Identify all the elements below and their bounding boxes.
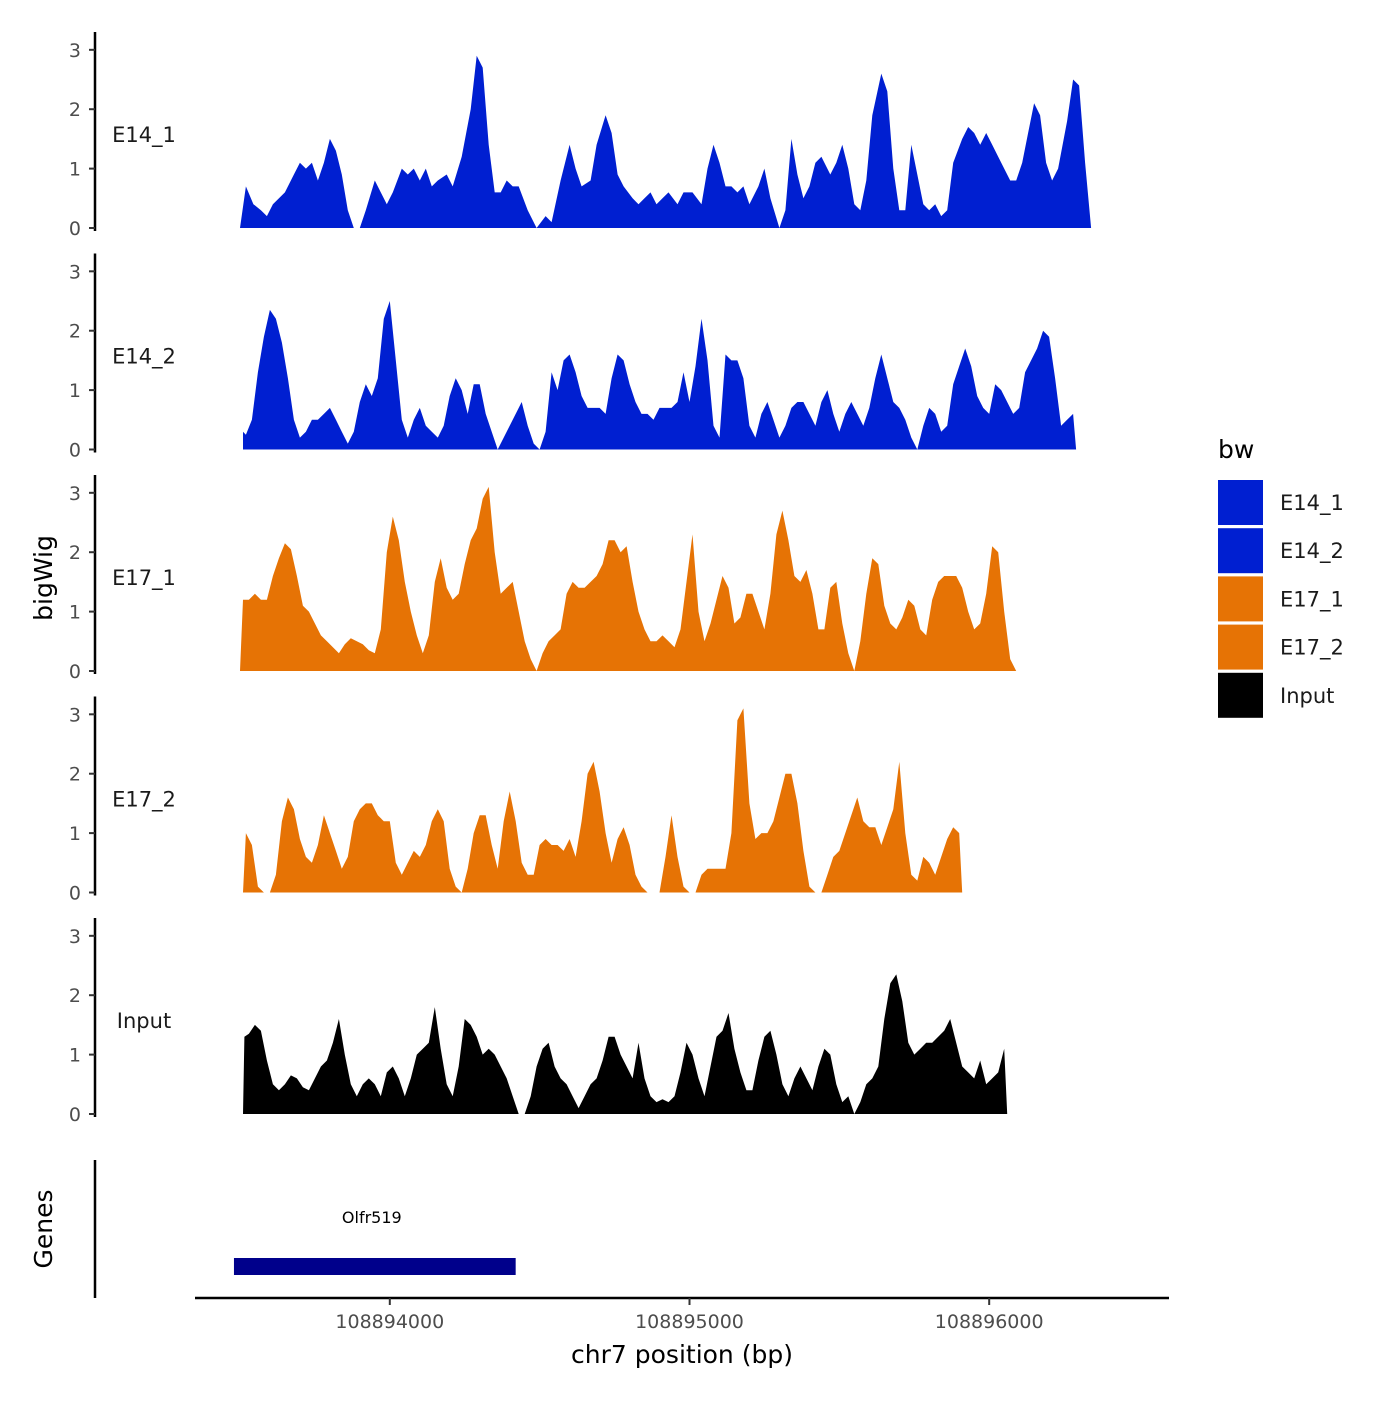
x-axis-title: chr7 position (bp) — [571, 1340, 793, 1369]
legend-swatch-E17_1 — [1218, 576, 1263, 622]
legend-title: bw — [1218, 435, 1254, 464]
legend-label: E17_2 — [1280, 636, 1344, 661]
legend: bw E14_1 E14_2 E17_1 E17_2 Input — [1218, 435, 1344, 718]
track-E17_2: 0 1 2 3 E17_2 — [69, 696, 963, 905]
signal-area-E14_2 — [243, 301, 1077, 450]
y-tick-label: 2 — [69, 985, 81, 1007]
legend-swatch-E14_1 — [1218, 480, 1263, 525]
gene-Olfr519 — [233, 1258, 516, 1275]
legend-label: E14_1 — [1280, 491, 1344, 516]
y-tick-label: 3 — [69, 926, 81, 948]
x-axis: 108894000 108895000 108896000 — [195, 1296, 1169, 1333]
legend-swatch-E17_2 — [1218, 624, 1263, 670]
y-tick-label: 3 — [69, 704, 81, 726]
y-tick-label: 0 — [69, 661, 81, 683]
legend-swatch-E14_2 — [1218, 528, 1263, 574]
y-tick-label: 3 — [69, 483, 81, 505]
tracks-group: 0 1 2 3 E14_1 0 1 2 3 E14_2 0 1 2 3 E17_1 0 1 2 3 E17_2 0 1 2 3… — [69, 32, 1092, 1126]
legend-label: E14_2 — [1280, 539, 1344, 564]
y-tick-label: 1 — [69, 602, 81, 624]
signal-area-E14_1 — [240, 55, 1092, 228]
signal-area-Input — [243, 974, 1008, 1114]
y-tick-label: 0 — [69, 1104, 81, 1126]
track-E14_2: 0 1 2 3 E14_2 — [69, 253, 1077, 462]
signal-area-E17_1 — [240, 486, 1017, 671]
legend-label: E17_1 — [1280, 587, 1344, 612]
y-tick-label: 1 — [69, 823, 81, 845]
track-E14_1: 0 1 2 3 E14_1 — [69, 32, 1092, 240]
y-tick-label: 3 — [69, 40, 81, 62]
x-tick-label: 108894000 — [335, 1311, 444, 1333]
y-axis-title: bigWig — [29, 535, 58, 621]
y-tick-label: 2 — [69, 321, 81, 343]
track-label: E14_2 — [112, 345, 176, 370]
y-tick-label: 0 — [69, 883, 81, 905]
y-tick-label: 2 — [69, 542, 81, 564]
gene-track: Olfr519 — [93, 1160, 516, 1298]
x-tick-label: 108895000 — [635, 1311, 744, 1333]
y-tick-label: 1 — [69, 1045, 81, 1067]
x-tick-label: 108896000 — [935, 1311, 1044, 1333]
track-label: Input — [117, 1009, 171, 1033]
y-tick-label: 1 — [69, 380, 81, 402]
y-tick-label: 3 — [69, 261, 81, 283]
track-Input: 0 1 2 3 Input — [69, 918, 1008, 1126]
legend-label: Input — [1280, 684, 1334, 708]
y-tick-label: 0 — [69, 440, 81, 462]
y-tick-label: 0 — [69, 218, 81, 240]
track-label: E14_1 — [112, 123, 176, 148]
y-tick-label: 2 — [69, 99, 81, 121]
signal-area-E17_2 — [243, 708, 963, 893]
track-label: E17_1 — [112, 566, 176, 591]
legend-swatch-Input — [1218, 672, 1263, 718]
genes-axis-title: Genes — [29, 1189, 58, 1268]
track-E17_1: 0 1 2 3 E17_1 — [69, 475, 1017, 683]
track-label: E17_2 — [112, 788, 176, 813]
y-tick-label: 2 — [69, 764, 81, 786]
y-tick-label: 1 — [69, 159, 81, 181]
gene-label: Olfr519 — [342, 1208, 402, 1227]
